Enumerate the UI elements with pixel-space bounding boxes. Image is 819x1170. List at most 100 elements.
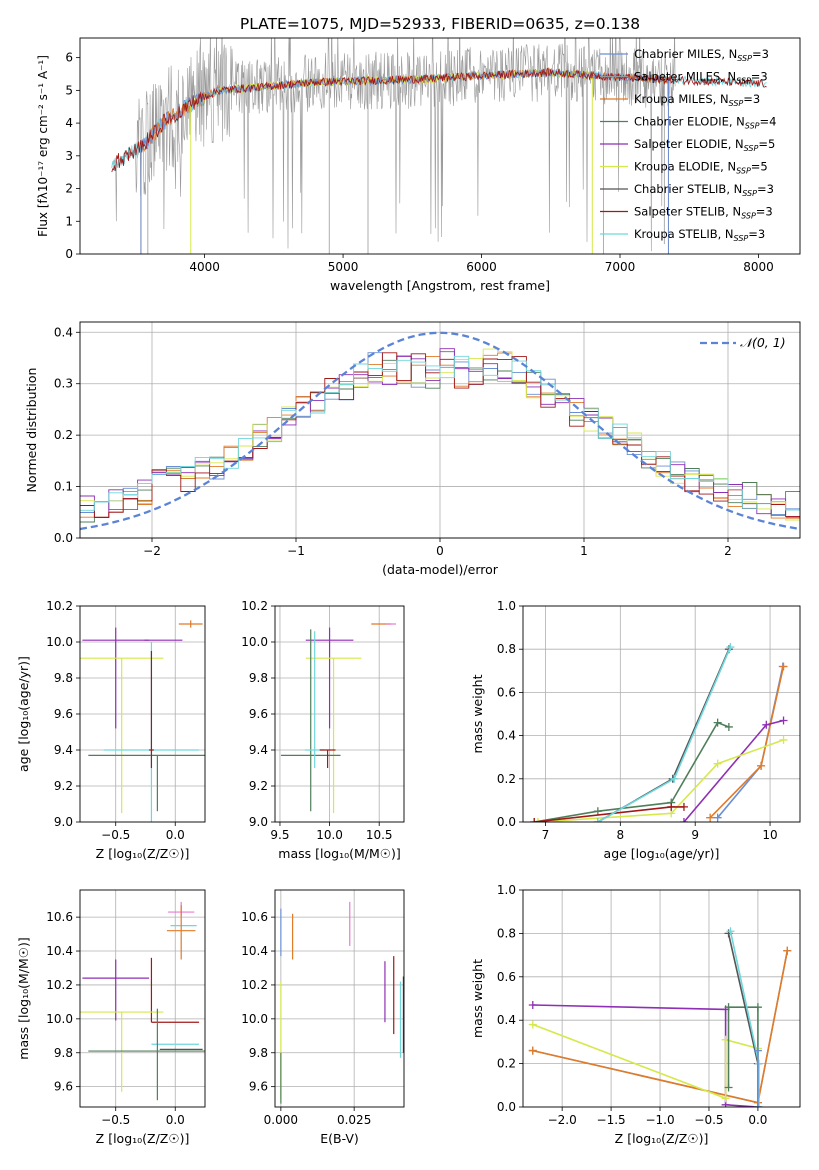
legend-label-sub: SSP <box>737 54 752 63</box>
plot-area <box>80 620 205 822</box>
weight-line <box>709 666 785 819</box>
data-point <box>88 754 205 812</box>
weight-line <box>716 666 784 819</box>
weight-marker <box>726 643 735 652</box>
legend-label: Kroupa STELIB, NSSP=3 <box>634 227 765 243</box>
plot-area <box>280 901 404 1104</box>
x-tick-label: −0.5 <box>101 828 130 842</box>
y-tick-label: 9.8 <box>249 671 268 685</box>
x-axis-label: age [log₁₀(age/yr)] <box>604 846 720 861</box>
legend-label-sub: SSP <box>734 234 749 243</box>
legend-label-tail: =4 <box>760 115 777 129</box>
x-tick-label: 7000 <box>605 260 636 274</box>
legend-label-main: Kroupa STELIB, N <box>634 227 734 241</box>
y-tick-label: 9.6 <box>54 707 73 721</box>
x-tick-label: −1 <box>287 544 305 558</box>
weight-marker <box>753 1103 762 1107</box>
x-axis-label: Z [log₁₀(Z/Z☉)] <box>96 846 190 861</box>
legend-label-main: Kroupa MILES, N <box>634 92 729 106</box>
data-point <box>178 620 203 628</box>
y-tick-label: 10.0 <box>46 1012 73 1026</box>
legend-label-tail: =3 <box>752 47 769 61</box>
y-tick-label: 0.8 <box>497 642 516 656</box>
legend-label-sub: SSP <box>736 77 751 86</box>
weight-marker <box>762 720 771 729</box>
legend-label-main: Salpeter STELIB, N <box>634 205 741 219</box>
observed-spectrum <box>111 38 676 252</box>
x-tick-label: 2 <box>724 544 732 558</box>
histogram <box>80 355 800 511</box>
x-tick-label: 0.0 <box>166 1113 185 1127</box>
weight-marker <box>713 718 722 727</box>
y-tick-label: 0.0 <box>497 815 516 829</box>
weight-marker <box>706 813 715 822</box>
axes-frame <box>274 889 405 1108</box>
y-tick-label: 10.2 <box>241 978 268 992</box>
plot-area <box>80 331 800 531</box>
x-tick-label: 4000 <box>189 260 220 274</box>
axes-frame <box>79 889 206 1108</box>
x-tick-label: 8000 <box>743 260 774 274</box>
y-axis-label: Normed distribution <box>24 368 39 493</box>
y-tick-label: 9.2 <box>249 779 268 793</box>
y-tick-label: 0.2 <box>54 428 73 442</box>
legend-label: Salpeter STELIB, NSSP=3 <box>634 205 773 221</box>
y-tick-label: 1.0 <box>497 599 516 613</box>
x-tick-label: 0 <box>436 544 444 558</box>
weight-marker <box>593 818 602 822</box>
y-tick-label: 10.6 <box>241 910 268 924</box>
y-axis-label: age [log₁₀(age/yr)] <box>16 656 31 772</box>
y-tick-label: 10.4 <box>46 944 73 958</box>
y-tick-label: 0.8 <box>497 926 516 940</box>
y-tick-label: 0.0 <box>497 1100 516 1114</box>
legend-label-tail: =5 <box>758 137 775 151</box>
plot-area <box>530 643 788 822</box>
x-tick-label: 0.025 <box>337 1113 371 1127</box>
x-axis-label: mass [log₁₀(M/M☉)] <box>278 846 400 861</box>
y-axis-label: Flux [fλ10⁻¹⁷ erg cm⁻² s⁻¹ A⁻¹] <box>36 55 50 237</box>
weight-marker <box>783 946 792 955</box>
panel-age_vs_Z: −0.5 0.0 9.0 9.2 9.4 9.6 9.8 10.0 10.2 Z [log₁₀(Z… <box>16 599 206 861</box>
weight-marker <box>667 802 676 811</box>
legend-label-main: Kroupa ELODIE, N <box>634 160 736 174</box>
y-tick-label: 10.4 <box>241 944 268 958</box>
gaussian-curve <box>80 331 798 531</box>
data-point <box>166 905 196 960</box>
axes-frame <box>522 605 801 823</box>
panel-mass_vs_Z: −0.5 0.0 9.6 9.8 10.0 10.2 10.4 10.6 Z [log₁₀(Z/… <box>16 889 206 1146</box>
weight-marker <box>679 818 688 822</box>
y-axis-label: mass weight <box>470 959 485 1038</box>
x-tick-label: −1.0 <box>645 1113 674 1127</box>
y-axis-label: mass [log₁₀(M/M☉)] <box>16 937 31 1059</box>
weight-marker <box>779 716 788 725</box>
legend-label-tail: =3 <box>756 205 773 219</box>
weight-line <box>534 721 730 822</box>
x-tick-label: 5000 <box>328 260 359 274</box>
y-tick-label: 0.6 <box>497 970 516 984</box>
y-tick-label: 0.4 <box>54 325 73 339</box>
y-tick-label: 0.1 <box>54 480 73 494</box>
y-tick-label: 9.2 <box>54 779 73 793</box>
x-tick-label: −2.0 <box>548 1113 577 1127</box>
x-tick-label: 7 <box>542 828 550 842</box>
data-point <box>319 749 336 768</box>
x-tick-label: 6000 <box>466 260 497 274</box>
x-tick-label: 10.0 <box>316 828 343 842</box>
axes-frame <box>79 37 801 255</box>
y-tick-label: 10.6 <box>46 910 73 924</box>
x-axis-label: E(B-V) <box>320 1131 359 1146</box>
x-tick-label: 0.0 <box>748 1113 767 1127</box>
weight-marker <box>779 662 788 671</box>
legend-label-tail: =3 <box>748 227 765 241</box>
legend-label-main: Salpeter ELODIE, N <box>634 137 744 151</box>
y-tick-label: 4 <box>65 116 73 130</box>
legend-label: Salpeter MILES, NSSP=3 <box>634 70 768 86</box>
x-axis-label: Z [log₁₀(Z/Z☉)] <box>615 1131 709 1146</box>
x-tick-label: 9 <box>691 828 699 842</box>
data-point <box>80 1011 164 1092</box>
x-axis-label: Z [log₁₀(Z/Z☉)] <box>96 1131 190 1146</box>
x-tick-label: −0.5 <box>101 1113 130 1127</box>
y-tick-label: 0 <box>65 247 73 261</box>
weight-marker <box>528 1001 537 1010</box>
x-axis-label: wavelength [Angstrom, rest frame] <box>330 278 550 293</box>
